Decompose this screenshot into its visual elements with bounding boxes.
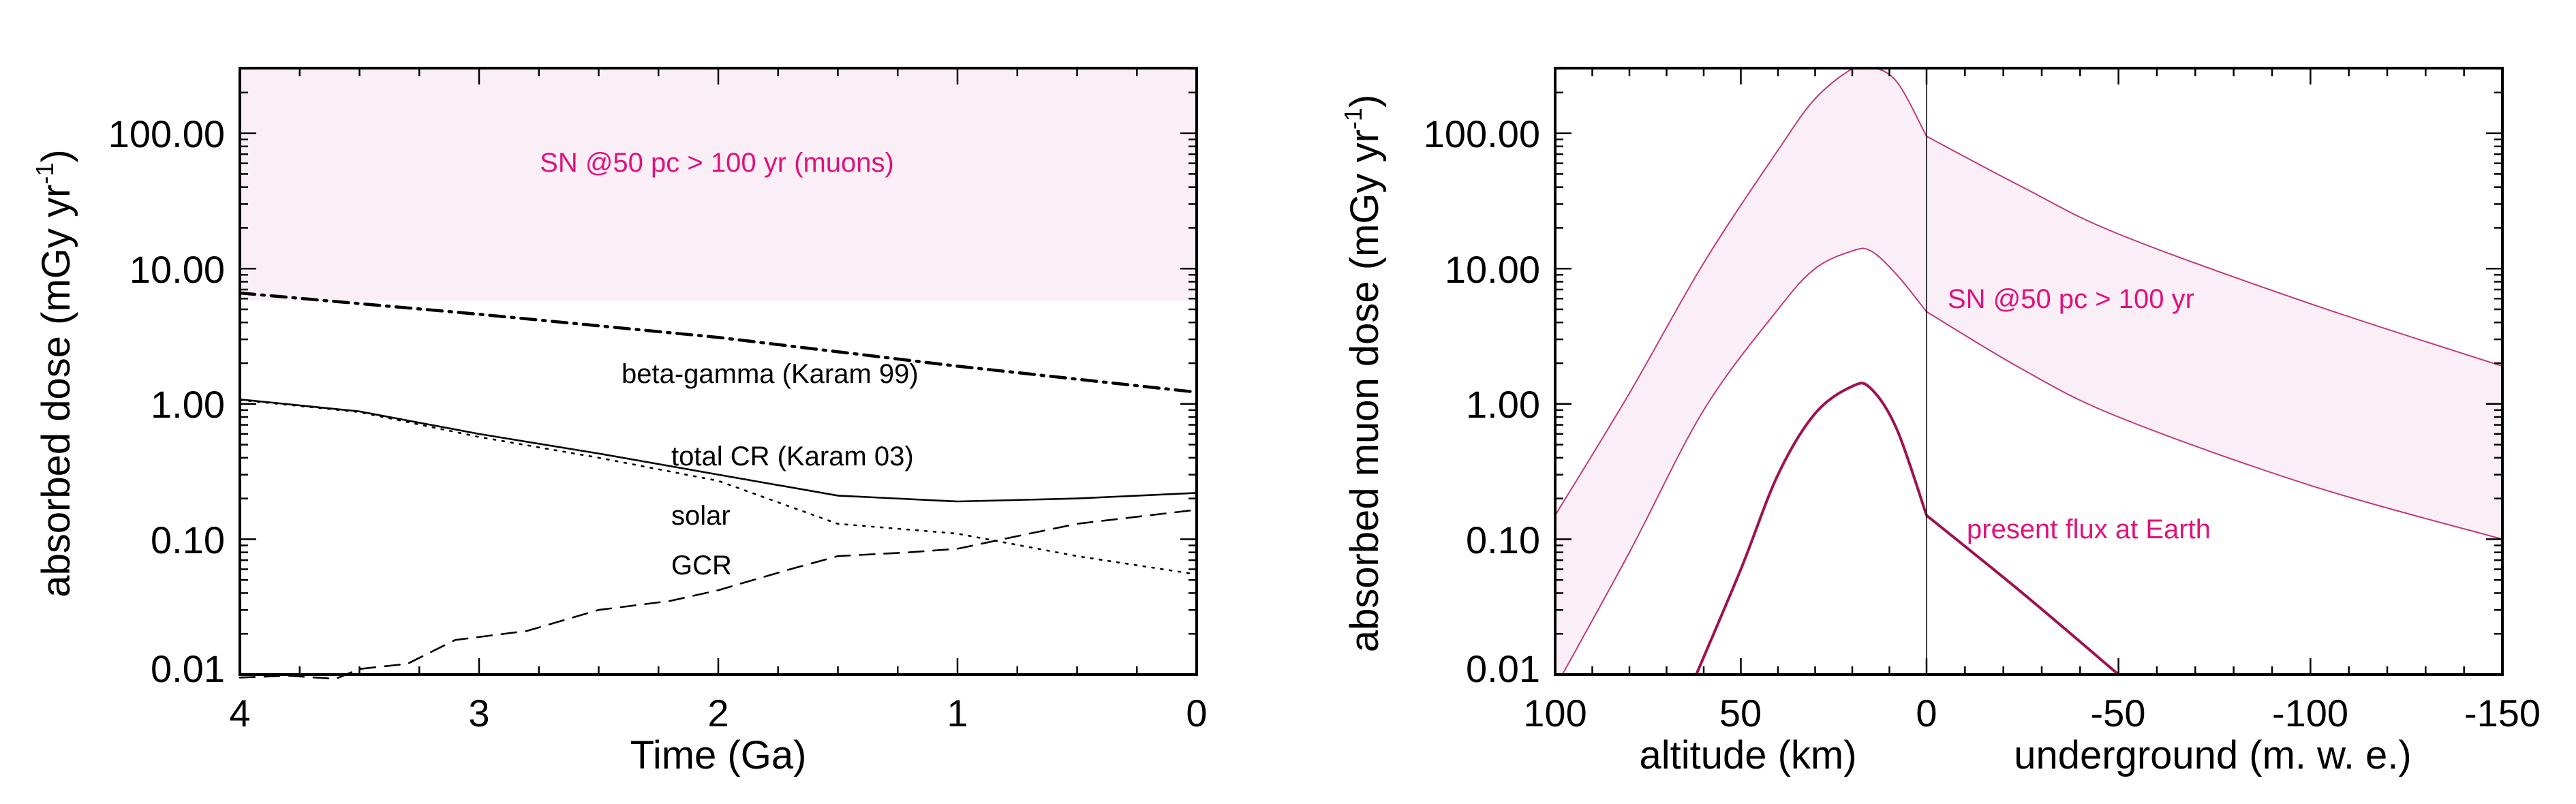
left-series-line-0 xyxy=(238,291,1199,394)
left-ytick-2: 1.00 xyxy=(151,383,225,426)
right-band-upper-underground xyxy=(1926,136,2502,367)
right-chart: SN @50 pc > 100 yr present flux at Earth… xyxy=(1339,67,2541,777)
right-y-axis-label-main: absorbed muon dose (mGy yr xyxy=(1343,129,1387,652)
right-ytick-2: 1.00 xyxy=(1466,383,1540,426)
right-y-axis-label-sup: -1 xyxy=(1339,108,1367,129)
left-band-label: SN @50 pc > 100 yr (muons) xyxy=(540,148,894,178)
left-series-line-2 xyxy=(239,399,1198,576)
left-series-label-total-cr: total CR (Karam 03) xyxy=(671,442,914,471)
right-xtick-100: 100 xyxy=(1523,692,1586,735)
left-series-line-1 xyxy=(239,398,1198,503)
left-y-axis-label-close: ) xyxy=(34,149,78,162)
right-ytick-4: 100.00 xyxy=(1424,112,1540,155)
left-band xyxy=(240,68,1197,301)
right-xtick-0: 0 xyxy=(1916,692,1937,735)
left-xtick-1: 1 xyxy=(947,692,968,735)
left-series-label-solar: solar xyxy=(671,501,731,531)
left-xtick-2: 2 xyxy=(707,692,729,735)
right-band-altitude xyxy=(1555,68,1927,675)
left-ytick-3: 10.00 xyxy=(129,248,225,291)
right-xtick-50: 50 xyxy=(1719,692,1762,735)
left-series-line-3 xyxy=(239,508,1198,680)
right-y-axis-label-close: ) xyxy=(1343,95,1387,108)
right-band-label: SN @50 pc > 100 yr xyxy=(1948,284,2194,314)
left-ytick-4: 100.00 xyxy=(108,112,225,155)
right-band-lower-altitude xyxy=(1561,247,1927,675)
right-x-axis-label-altitude: altitude (km) xyxy=(1639,733,1856,777)
left-ytick-1: 0.10 xyxy=(151,519,225,561)
left-xtick-4: 4 xyxy=(229,692,250,735)
right-xtick-minus50: -50 xyxy=(2091,692,2146,735)
right-plot-frame xyxy=(1554,67,2504,676)
right-ytick-1: 0.10 xyxy=(1466,519,1540,561)
left-series-label-beta-gamma: beta-gamma (Karam 99) xyxy=(622,359,919,389)
left-y-axis-label: absorbed dose (mGy yr-1) xyxy=(31,149,78,597)
left-x-axis-label: Time (Ga) xyxy=(630,733,807,777)
left-xtick-3: 3 xyxy=(468,692,489,735)
left-y-axis-label-sup: -1 xyxy=(31,163,59,185)
left-series-label-gcr: GCR xyxy=(671,551,732,581)
right-y-axis-label: absorbed muon dose (mGy yr-1) xyxy=(1339,95,1387,653)
right-series-label-present-flux: present flux at Earth xyxy=(1967,514,2211,544)
left-ytick-0: 0.01 xyxy=(151,647,225,690)
right-series-group xyxy=(1555,68,2502,675)
left-axis-ticks xyxy=(239,67,1198,676)
right-series-line-present-flux-altitude xyxy=(1695,382,1928,675)
left-series-group xyxy=(238,291,1199,680)
left-y-axis-label-main: absorbed dose (mGy yr xyxy=(34,185,78,598)
left-xtick-0: 0 xyxy=(1186,692,1207,735)
right-series-line-present-flux-underground xyxy=(1925,514,2119,675)
right-xtick-minus100: -100 xyxy=(2272,692,2348,735)
right-x-axis-label-underground: underground (m. w. e.) xyxy=(2014,733,2412,777)
right-band-upper-altitude xyxy=(1555,68,1927,516)
right-band-underground xyxy=(1927,136,2502,540)
right-ytick-3: 10.00 xyxy=(1445,248,1540,291)
left-chart: SN @50 pc > 100 yr (muons) beta-gamma (K… xyxy=(31,67,1208,777)
right-band-lower-underground xyxy=(1926,311,2502,540)
right-ytick-0: 0.01 xyxy=(1466,647,1540,690)
right-xtick-minus150: -150 xyxy=(2464,692,2541,735)
right-axis-ticks xyxy=(1554,67,2504,676)
